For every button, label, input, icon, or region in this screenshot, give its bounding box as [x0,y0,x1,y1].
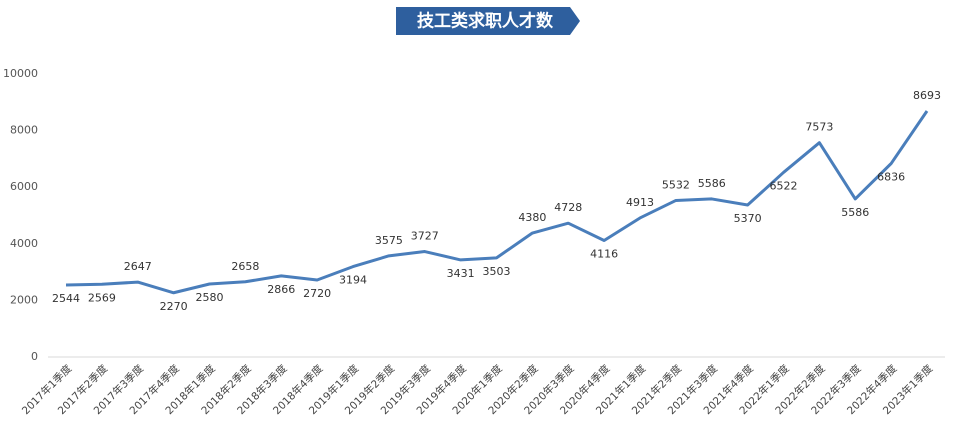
y-tick-label: 8000 [10,124,38,137]
y-tick-label: 4000 [10,237,38,250]
data-label: 3727 [411,230,439,243]
chart-title: 技工类求职人才数 [417,11,554,32]
data-label: 2658 [231,260,259,273]
y-tick-label: 2000 [10,293,38,306]
data-label: 5532 [662,178,690,191]
data-label: 3194 [339,274,367,287]
data-label: 4116 [590,248,618,261]
data-label: 3431 [447,267,475,280]
title-banner [396,7,580,35]
data-label: 2270 [160,300,188,313]
data-label: 2569 [88,291,116,304]
data-label: 6522 [770,179,798,192]
data-label: 4380 [518,211,546,224]
data-label: 2720 [303,287,331,300]
data-label: 4913 [626,196,654,209]
y-tick-label: 0 [31,350,38,363]
data-label: 2580 [196,291,224,304]
data-label: 4728 [554,201,582,214]
data-label: 3503 [483,265,511,278]
data-label: 7573 [805,121,833,134]
y-tick-label: 10000 [3,67,38,80]
data-label: 6836 [877,171,905,184]
data-label: 2544 [52,292,80,305]
data-label: 3575 [375,234,403,247]
data-label: 5370 [734,212,762,225]
y-tick-label: 6000 [10,180,38,193]
data-label: 2647 [124,260,152,273]
data-label: 5586 [698,177,726,190]
data-label: 5586 [841,206,869,219]
data-label: 2866 [267,283,295,296]
data-label: 8693 [913,89,941,102]
line [65,110,929,295]
